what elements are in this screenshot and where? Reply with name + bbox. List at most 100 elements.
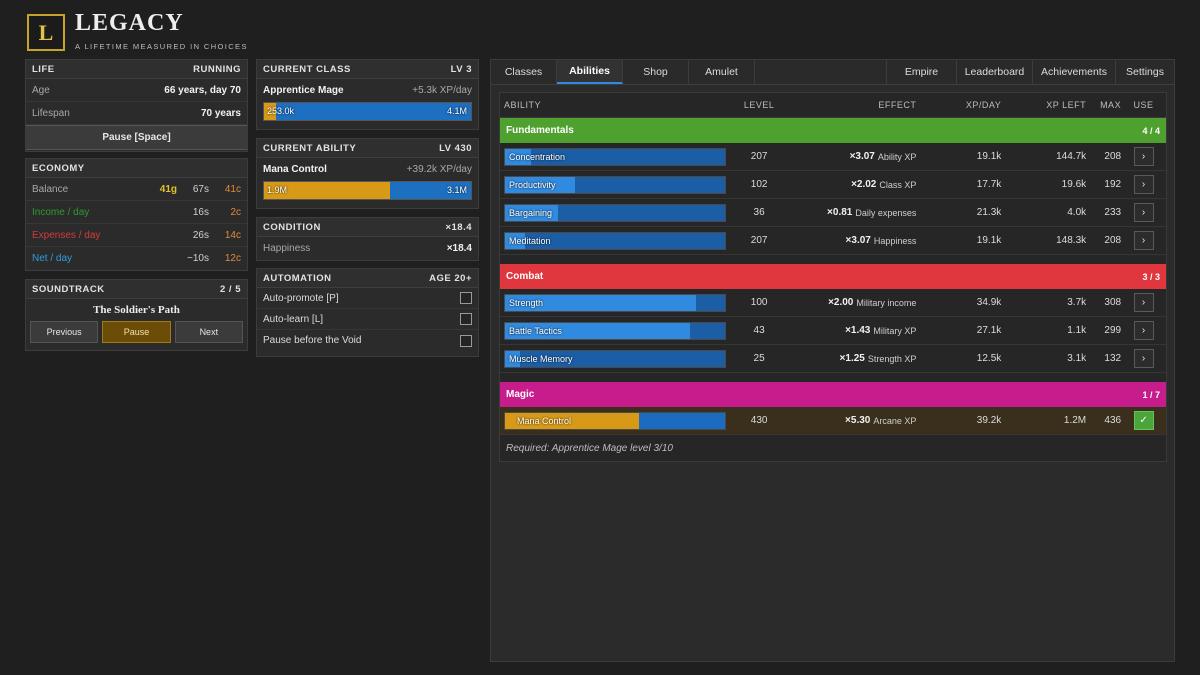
economy-values: 26s 14c <box>159 230 241 241</box>
use-ability-button[interactable]: › <box>1133 321 1154 340</box>
ability-progress-fill <box>264 182 391 199</box>
ability-level: 102 <box>750 179 768 190</box>
app-logo: L <box>27 14 65 51</box>
automation-checkbox[interactable] <box>460 292 472 304</box>
ability-xpleft: 144.7k <box>1056 151 1087 162</box>
group-name: Magic <box>506 389 535 400</box>
soundtrack-panel: SOUNDTRACK 2 / 5 The Soldier's Path Previ… <box>25 279 248 351</box>
automation-row[interactable]: Pause before the Void <box>257 330 478 351</box>
current-class-panel: CURRENT CLASS LV 3 Apprentice Mage +5.3k X… <box>256 59 479 130</box>
ability-progress-bar[interactable]: Bargaining <box>504 203 726 222</box>
ability-level: 430 <box>750 415 768 426</box>
ability-xpday: 34.9k <box>976 297 1002 308</box>
ability-progress-bar[interactable]: Strength <box>504 293 726 312</box>
gold-value <box>157 253 175 264</box>
track-title: The Soldier's Path <box>93 304 180 316</box>
economy-values: −10s 12c <box>157 253 241 264</box>
copper-value: 2c <box>230 206 241 218</box>
automation-checkbox[interactable] <box>460 334 472 347</box>
ability-name: Bargaining <box>509 207 553 218</box>
tab-settings[interactable]: Settings <box>1126 66 1164 78</box>
previous-track-button[interactable]: Previous <box>30 321 99 343</box>
pause-track-button[interactable]: Pause <box>102 321 171 343</box>
tab-achievements[interactable]: Achievements <box>1033 60 1116 84</box>
use-ability-button[interactable]: › <box>1133 293 1154 312</box>
ability-progress-bar[interactable]: Mana Control <box>504 411 726 430</box>
effect-name: Military XP <box>873 325 917 336</box>
use-ability-button[interactable]: › <box>1133 203 1154 222</box>
silver-value: 67s <box>192 183 209 195</box>
use-ability-button[interactable]: › <box>1133 231 1154 250</box>
effect-name: Arcane XP <box>873 415 917 426</box>
tab-empire[interactable]: Empire <box>887 60 957 84</box>
use-ability-button[interactable]: › <box>1133 147 1154 166</box>
active-check-icon[interactable]: ✓ <box>1133 411 1154 430</box>
ability-name: Battle Tactics <box>509 325 562 336</box>
ability-max: 308 <box>1104 297 1122 308</box>
ability-bar-right: 3.1M <box>446 185 467 195</box>
ability-use-cell: › <box>1121 199 1166 226</box>
ability-xpleft: 1.2M <box>1063 415 1087 426</box>
tab-shop[interactable]: Shop <box>623 60 689 84</box>
tab-bar: Classes Abilities Shop Amulet Empire Leaderbo… <box>491 60 1174 85</box>
ability-level: 25 <box>753 353 765 364</box>
group-header-magic: Magic 1 / 7 <box>500 382 1166 407</box>
ability-progress-bar[interactable]: Productivity <box>504 175 726 194</box>
group-count: 3 / 3 <box>1142 271 1160 282</box>
effect-multiplier: ×3.07 <box>849 151 875 162</box>
col-xpday: XP/DAY <box>965 100 1002 110</box>
effect-name: Ability XP <box>877 151 917 162</box>
economy-title: ECONOMY <box>32 162 85 174</box>
tab-leaderboard[interactable]: Leaderboard <box>957 60 1033 84</box>
soundtrack-count: 2 / 5 <box>220 283 241 295</box>
tab-classes[interactable]: Classes <box>491 60 557 84</box>
automation-row[interactable]: Auto-learn [L] <box>257 309 478 330</box>
ability-level: 43 <box>753 325 765 336</box>
automation-label: Auto-learn [L] <box>263 313 324 325</box>
ability-progress-fill <box>505 350 521 367</box>
tab-amulet[interactable]: Amulet <box>689 60 755 84</box>
class-header: CURRENT CLASS LV 3 <box>257 60 478 79</box>
use-ability-button[interactable]: › <box>1133 175 1154 194</box>
ability-effect: ×3.07 Happiness <box>787 227 917 254</box>
ability-title: CURRENT ABILITY <box>263 142 357 154</box>
effect-multiplier: ×2.02 <box>851 179 877 190</box>
class-name: Apprentice Mage <box>263 85 344 96</box>
col-level: LEVEL <box>743 100 775 110</box>
economy-row: Expenses / day 26s 14c <box>26 224 247 247</box>
ability-progress-bar[interactable]: Concentration <box>504 147 726 166</box>
col-max: MAX <box>1100 100 1122 110</box>
ability-progress-bar[interactable]: Muscle Memory <box>504 349 726 368</box>
pause-game-button[interactable]: Pause [Space] <box>26 125 247 150</box>
life-title: LIFE <box>32 63 55 75</box>
ability-level: 207 <box>750 235 768 246</box>
col-xpleft: XP LEFT <box>1046 100 1087 110</box>
automation-age: AGE 20+ <box>429 272 472 284</box>
ability-xpday: 21.3k <box>976 207 1002 218</box>
ability-xpday: 27.1k <box>976 325 1002 336</box>
automation-row[interactable]: Auto-promote [P] <box>257 288 478 309</box>
ability-xpday: 19.1k <box>976 235 1002 246</box>
ability-use-cell: › <box>1121 143 1166 170</box>
ability-name-cell: Mana Control <box>500 407 732 434</box>
automation-checkbox[interactable] <box>460 313 472 325</box>
ability-progress-fill <box>505 204 558 221</box>
lifespan-row: Lifespan 70 years <box>26 102 247 125</box>
app-subtitle: A LIFETIME MEASURED IN CHOICES <box>75 42 248 51</box>
ability-header: CURRENT ABILITY LV 430 <box>257 139 478 158</box>
ability-progress-fill <box>505 412 640 429</box>
ability-xpleft: 4.0k <box>1067 207 1087 218</box>
happiness-value: ×18.4 <box>446 243 472 254</box>
ability-use-cell: › <box>1121 227 1166 254</box>
life-header: LIFE RUNNING <box>26 60 247 79</box>
use-ability-button[interactable]: › <box>1133 349 1154 368</box>
automation-title: AUTOMATION <box>263 272 332 284</box>
ability-progress-bar[interactable]: Meditation <box>504 231 726 250</box>
ability-effect: ×3.07 Ability XP <box>787 143 917 170</box>
ability-progress-bar[interactable]: Battle Tactics <box>504 321 726 340</box>
group-count: 1 / 7 <box>1142 389 1160 400</box>
ability-name: Strength <box>509 297 544 308</box>
tab-abilities[interactable]: Abilities <box>557 60 623 84</box>
next-track-button[interactable]: Next <box>174 321 243 343</box>
ability-bar-left: 1.9M <box>267 185 288 195</box>
